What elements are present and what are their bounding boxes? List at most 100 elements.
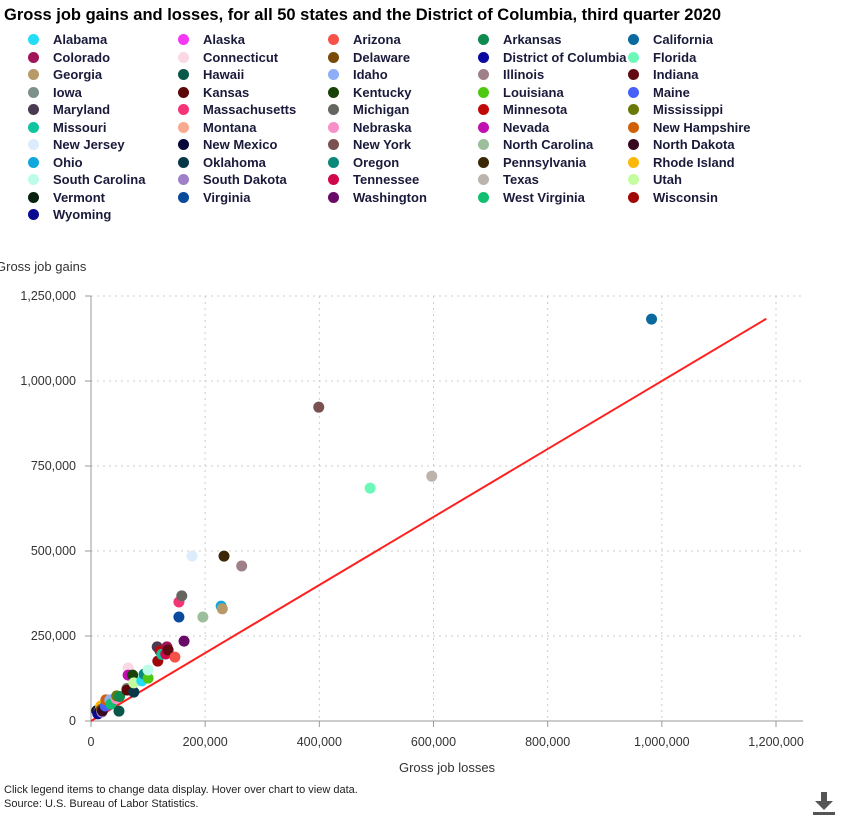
legend-label: Delaware bbox=[353, 49, 411, 65]
y-tick-label: 750,000 bbox=[31, 459, 76, 473]
data-point[interactable]: California bbox=[646, 313, 658, 325]
legend-item[interactable]: Nevada bbox=[478, 119, 549, 136]
data-point[interactable]: Hawaii bbox=[113, 705, 125, 717]
data-point[interactable]: South Carolina bbox=[142, 664, 154, 676]
legend-item[interactable]: Wyoming bbox=[28, 206, 111, 223]
legend-item[interactable]: New Jersey bbox=[28, 136, 125, 153]
legend-label: Montana bbox=[203, 119, 257, 135]
legend-marker bbox=[178, 86, 189, 98]
legend-item[interactable]: Pennsylvania bbox=[478, 154, 586, 171]
data-point[interactable]: New York bbox=[313, 401, 325, 413]
data-point[interactable]: Arizona bbox=[169, 651, 181, 663]
legend-label: Rhode Island bbox=[653, 154, 735, 170]
legend-item[interactable]: North Carolina bbox=[478, 136, 593, 153]
legend-label: Mississippi bbox=[653, 102, 724, 117]
legend-item[interactable]: Massachusetts bbox=[178, 101, 296, 118]
legend-item[interactable]: Arkansas bbox=[478, 31, 562, 48]
legend-item[interactable]: South Carolina bbox=[28, 171, 145, 188]
download-button[interactable] bbox=[812, 790, 836, 816]
legend-item[interactable]: South Dakota bbox=[178, 171, 287, 188]
legend-marker bbox=[178, 104, 189, 115]
data-point[interactable]: Oklahoma bbox=[128, 686, 140, 698]
data-point[interactable]: Florida bbox=[364, 482, 376, 494]
legend-item[interactable]: Hawaii bbox=[178, 66, 244, 83]
legend-item[interactable]: Virginia bbox=[178, 189, 250, 206]
legend-marker bbox=[478, 51, 489, 63]
legend-item[interactable]: North Dakota bbox=[628, 136, 735, 153]
legend-item[interactable]: Oregon bbox=[328, 154, 399, 171]
data-point[interactable]: Texas bbox=[426, 470, 438, 482]
legend-label: New Hampshire bbox=[653, 119, 751, 135]
legend-item[interactable]: Colorado bbox=[28, 49, 110, 66]
legend-item[interactable]: Kansas bbox=[178, 84, 249, 101]
legend-label: Florida bbox=[653, 49, 697, 65]
legend-item[interactable]: Michigan bbox=[328, 101, 409, 118]
data-point[interactable]: Arkansas bbox=[114, 691, 126, 703]
legend-item[interactable]: Illinois bbox=[478, 66, 544, 83]
data-point[interactable]: Georgia bbox=[216, 603, 228, 615]
legend-marker bbox=[178, 139, 189, 150]
legend-item[interactable]: Idaho bbox=[328, 66, 388, 83]
data-point[interactable]: Indiana bbox=[162, 644, 174, 656]
legend-label: Louisiana bbox=[503, 84, 564, 100]
legend-item[interactable]: Washington bbox=[328, 189, 427, 206]
legend-item[interactable]: Alaska bbox=[178, 31, 245, 48]
data-point[interactable]: Pennsylvania bbox=[218, 550, 230, 562]
data-point[interactable]: Illinois bbox=[236, 560, 248, 572]
legend-item[interactable]: Arizona bbox=[328, 31, 401, 48]
legend-label: Wisconsin bbox=[653, 189, 718, 205]
legend-item[interactable]: New York bbox=[328, 136, 411, 153]
legend-item[interactable]: Texas bbox=[478, 171, 539, 188]
legend-label: North Carolina bbox=[503, 137, 594, 152]
legend-item[interactable]: California bbox=[628, 31, 713, 48]
legend-item[interactable]: Vermont bbox=[28, 189, 105, 206]
legend-marker bbox=[478, 156, 489, 168]
reference-line bbox=[90, 317, 767, 722]
legend-item[interactable]: District of Columbia bbox=[478, 49, 627, 66]
legend-label: Alaska bbox=[203, 32, 245, 47]
data-point[interactable]: Louisiana bbox=[142, 672, 154, 684]
x-tick-label: 1,200,000 bbox=[748, 735, 804, 749]
legend-item[interactable]: Georgia bbox=[28, 66, 102, 83]
legend-item[interactable]: New Hampshire bbox=[628, 119, 751, 136]
legend-item[interactable]: Delaware bbox=[328, 49, 410, 66]
legend-marker bbox=[328, 139, 339, 150]
legend-item[interactable]: Florida bbox=[628, 49, 696, 66]
legend-item[interactable]: Montana bbox=[178, 119, 256, 136]
legend-item[interactable]: West Virginia bbox=[478, 189, 585, 206]
legend-item[interactable]: Maryland bbox=[28, 101, 110, 118]
legend-item[interactable]: Missouri bbox=[28, 119, 106, 136]
data-point[interactable]: New Jersey bbox=[186, 550, 198, 562]
legend-item[interactable]: Oklahoma bbox=[178, 154, 266, 171]
legend-marker bbox=[478, 139, 489, 150]
legend-item[interactable]: Connecticut bbox=[178, 49, 278, 66]
legend-item[interactable]: Indiana bbox=[628, 66, 699, 83]
legend-marker bbox=[478, 174, 489, 185]
legend-item[interactable]: Utah bbox=[628, 171, 682, 188]
legend-item[interactable]: Louisiana bbox=[478, 84, 564, 101]
scatter-plot[interactable]: 0 200,000 400,000 600,000 800,000 1,000,000 1,… bbox=[0, 0, 852, 790]
legend-marker bbox=[28, 139, 39, 150]
legend-item[interactable]: Maine bbox=[628, 84, 690, 101]
x-tick-label: 200,000 bbox=[183, 735, 228, 749]
legend-item[interactable]: Nebraska bbox=[328, 119, 412, 136]
legend-marker bbox=[28, 51, 39, 63]
legend-item[interactable]: Rhode Island bbox=[628, 154, 735, 171]
data-point[interactable]: Virginia bbox=[173, 611, 185, 623]
legend-label: Alabama bbox=[53, 32, 108, 47]
legend-item[interactable]: Ohio bbox=[28, 154, 83, 171]
legend-label: Vermont bbox=[53, 189, 106, 205]
legend-item[interactable]: Alabama bbox=[28, 31, 107, 48]
legend-item[interactable]: Kentucky bbox=[328, 84, 412, 101]
legend-item[interactable]: New Mexico bbox=[178, 136, 277, 153]
data-point[interactable]: Michigan bbox=[176, 590, 188, 602]
legend-item[interactable]: Minnesota bbox=[478, 101, 567, 118]
download-icon bbox=[813, 792, 835, 815]
legend-item[interactable]: Tennessee bbox=[328, 171, 419, 188]
data-point[interactable]: North Carolina bbox=[197, 611, 209, 623]
legend-item[interactable]: Mississippi bbox=[628, 101, 723, 118]
data-point[interactable]: Washington bbox=[178, 635, 190, 647]
legend-label: Texas bbox=[503, 172, 539, 187]
legend-item[interactable]: Iowa bbox=[28, 84, 82, 101]
legend-item[interactable]: Wisconsin bbox=[628, 189, 718, 206]
